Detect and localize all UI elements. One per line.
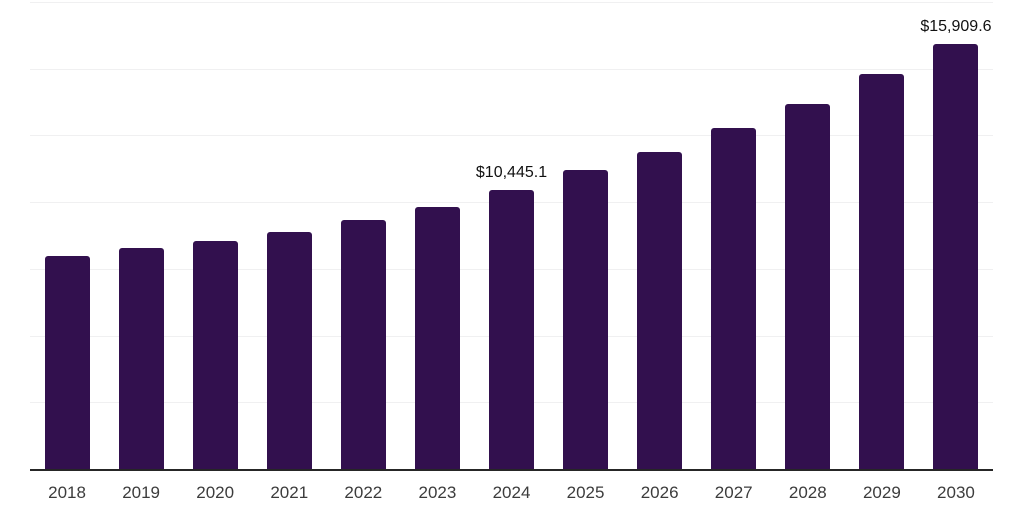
bar-2028 (785, 104, 831, 469)
x-axis-label-2025: 2025 (566, 483, 605, 502)
x-axis-label-2022: 2022 (344, 483, 383, 502)
bar-2019 (118, 248, 164, 469)
x-axis-label-2028: 2028 (788, 483, 827, 502)
x-axis-label-2018: 2018 (48, 483, 86, 502)
bar-2020 (192, 240, 238, 469)
gridline (30, 68, 993, 70)
gridline (30, 2, 993, 3)
x-axis-label-2019: 2019 (122, 483, 161, 502)
bar-2018 (44, 256, 90, 469)
bar-2021 (266, 232, 312, 469)
bar-2022 (340, 220, 386, 469)
x-axis-label-2030: 2030 (937, 483, 975, 502)
bar-2026 (637, 152, 683, 469)
x-axis-label-2020: 2020 (196, 483, 235, 502)
x-axis-label-2026: 2026 (640, 483, 679, 502)
bar-2025 (563, 170, 609, 469)
bar-2029 (859, 74, 905, 469)
bar-2024 (489, 190, 534, 469)
x-axis-label-2023: 2023 (418, 483, 457, 502)
x-axis-label-2024: 2024 (492, 483, 531, 502)
bar-2030 (933, 44, 979, 469)
x-axis-label-2027: 2027 (714, 483, 753, 502)
gridline (30, 135, 993, 137)
bar-2023 (414, 207, 460, 469)
bar-2027 (711, 128, 757, 469)
x-axis-label-2029: 2029 (862, 483, 901, 502)
data-label-2030: $15,909.6 (920, 18, 992, 36)
x-axis-label-2021: 2021 (270, 483, 309, 502)
x-axis-line (30, 469, 993, 471)
data-label-2024: $10,445.1 (475, 164, 548, 182)
